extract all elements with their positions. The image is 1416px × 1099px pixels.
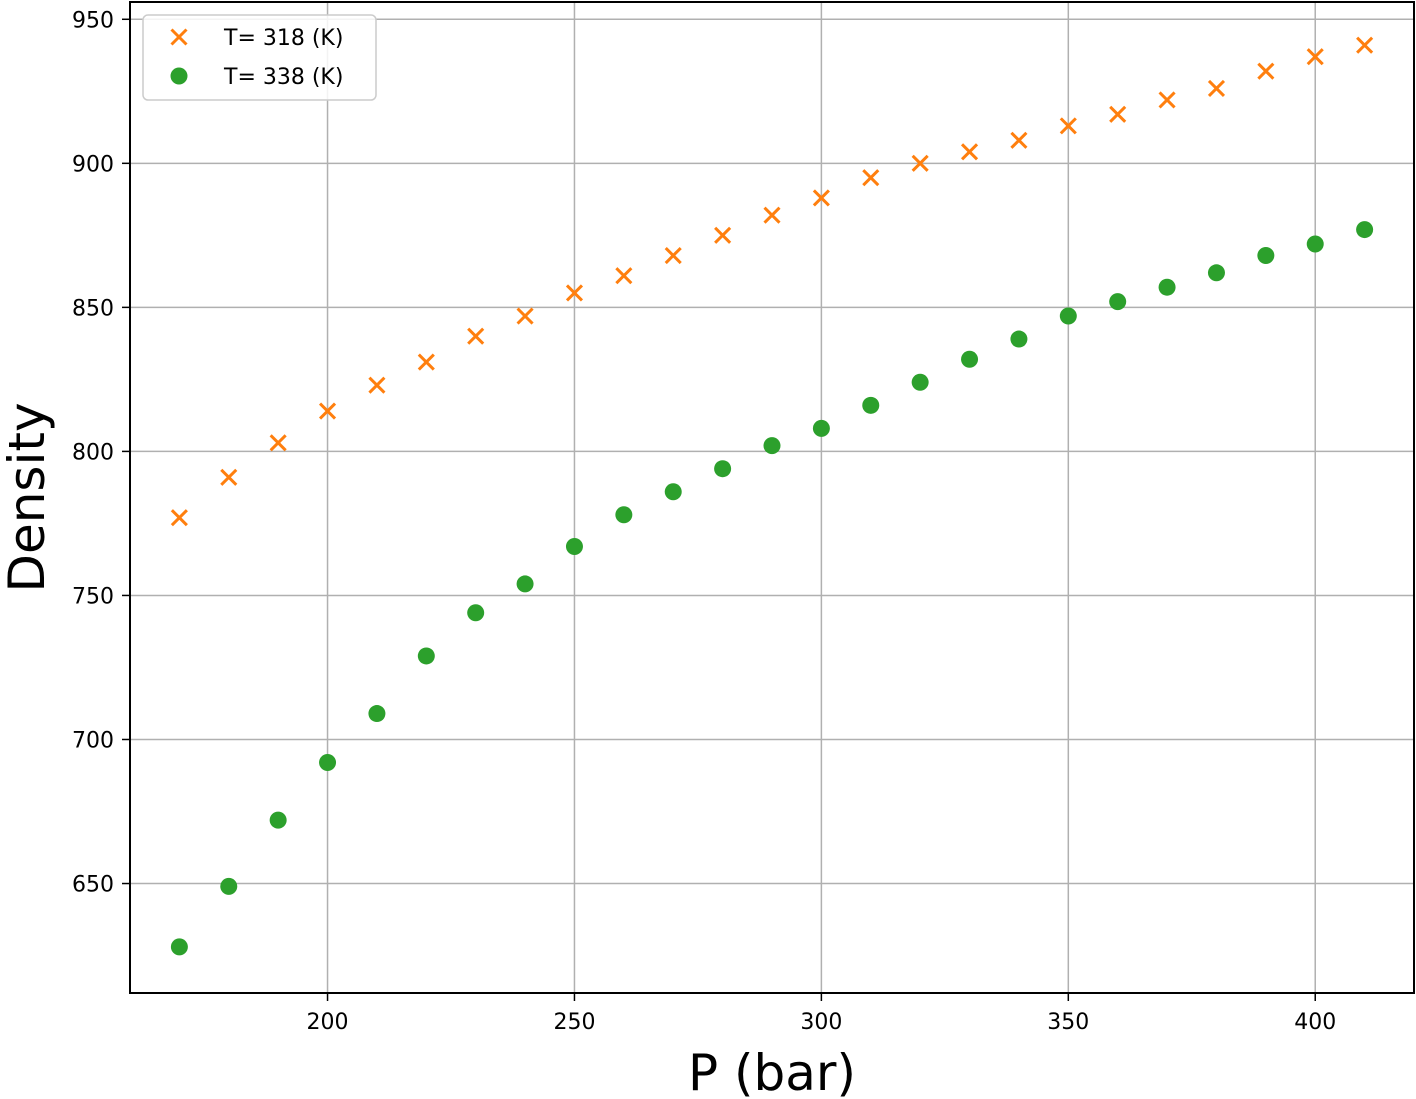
data-point [269,811,287,829]
data-point [467,604,485,622]
data-point [1109,293,1127,311]
data-point [1306,48,1324,66]
data-point [1257,62,1275,80]
data-point [368,376,386,394]
y-tick-label: 650 [72,873,114,898]
data-point [1059,307,1077,325]
x-tick-label: 400 [1294,1010,1336,1035]
data-point [170,938,188,956]
data-point [417,647,435,665]
legend-box [142,14,377,101]
y-tick-label: 850 [72,296,114,321]
y-tick-label: 750 [72,584,114,609]
x-tick-label: 300 [800,1010,842,1035]
data-point [1356,221,1374,239]
data-point [911,373,929,391]
data-point [714,226,732,244]
plot-area-frame [129,1,1415,994]
y-axis-label: Density [0,402,56,592]
y-tick-label: 950 [72,8,114,33]
data-point [220,468,238,486]
data-point [812,189,830,207]
x-tick-label: 350 [1047,1010,1089,1035]
legend-marker-x [170,28,188,46]
data-point [1306,235,1324,253]
data-point [961,350,979,368]
y-tick-label: 900 [72,152,114,177]
data-point [170,509,188,527]
legend-marker [170,67,188,85]
data-point [763,206,781,224]
data-point [220,877,238,895]
data-points [170,36,1374,956]
legend-entry-series-2: T= 338 (K) [223,65,343,90]
data-point [467,327,485,345]
x-tick-label: 200 [307,1010,349,1035]
data-point [1257,247,1275,265]
data-point [1059,117,1077,135]
x-tick-label: 250 [553,1010,595,1035]
data-point [1010,131,1028,149]
data-point [960,143,979,161]
data-point [1109,105,1127,123]
data-point [516,575,534,593]
data-point [862,169,880,187]
data-point [1207,79,1226,97]
legend: T= 318 (K) T= 338 (K) [142,14,377,101]
data-point [763,437,781,455]
data-point [615,267,633,285]
data-point [1158,278,1176,296]
series-1 [170,36,1374,527]
data-point [1158,91,1176,109]
data-point [1207,264,1225,282]
data-point [516,307,534,325]
y-tick-label: 800 [72,440,114,465]
grid-lines [130,2,1414,993]
data-point [1010,330,1028,348]
x-axis-label: P (bar) [688,1044,856,1099]
data-point [714,460,732,478]
data-point [1356,36,1374,54]
data-point [319,754,337,772]
data-point [664,246,682,265]
y-tick-label: 700 [72,728,114,753]
axis-ticks: 200 250 300 350 400 650 700 750 800 850 900 950 [72,8,1336,1035]
data-point [862,396,880,414]
data-point [911,154,929,172]
data-point [269,434,287,452]
series-2 [170,221,1374,956]
data-point [318,402,337,420]
data-point [812,419,830,437]
data-point [368,705,386,723]
data-point [615,506,633,524]
legend-entry-series-1: T= 318 (K) [223,26,343,51]
data-point [417,353,435,371]
data-point [565,284,584,302]
legend-marker-circle [170,67,188,85]
data-point [664,483,682,501]
data-point [565,537,583,555]
legend-marker [170,28,188,46]
